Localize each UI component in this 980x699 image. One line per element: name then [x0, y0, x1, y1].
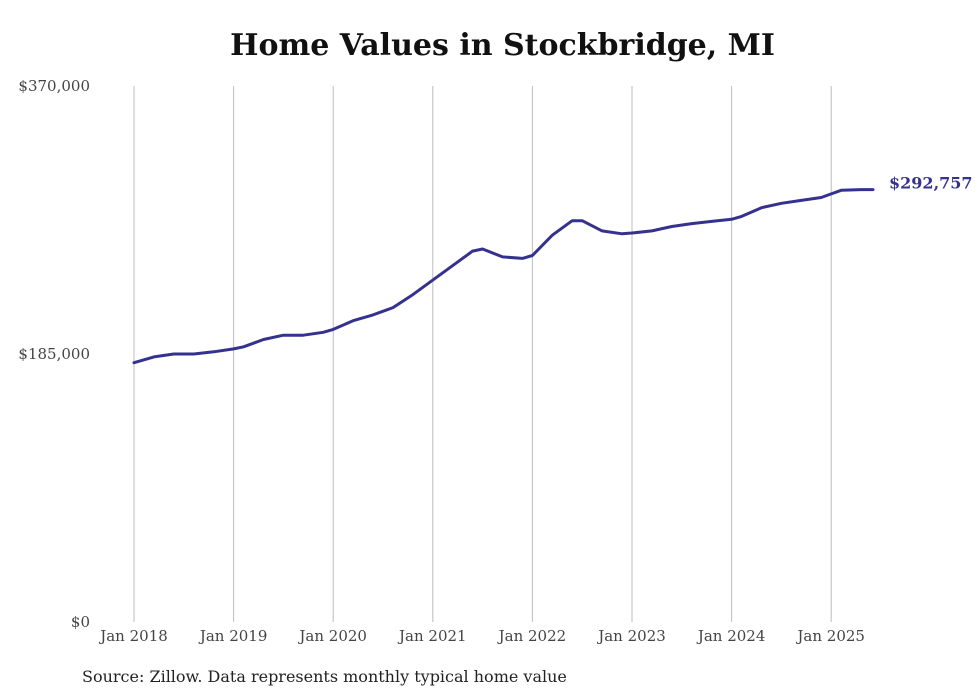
x-tick-label: Jan 2023 — [596, 627, 666, 645]
x-tick-label: Jan 2019 — [198, 627, 268, 645]
gridlines — [133, 86, 832, 622]
x-tick-label: Jan 2024 — [696, 627, 766, 645]
y-tick-label: $185,000 — [18, 345, 90, 363]
chart-title: Home Values in Stockbridge, MI — [230, 28, 775, 63]
source-note: Source: Zillow. Data represents monthly … — [82, 667, 567, 686]
series-layer: $292,757 — [132, 174, 973, 365]
x-axis: Jan 2018 Jan 2019 Jan 2020 Jan 2021 Jan 2022… — [98, 627, 865, 645]
x-tick-label: Jan 2025 — [795, 627, 865, 645]
x-tick-label: Jan 2021 — [397, 627, 467, 645]
x-tick-label: Jan 2020 — [297, 627, 367, 645]
y-axis: $0 $185,000 $370,000 — [18, 77, 90, 631]
y-tick-label: $0 — [71, 613, 90, 631]
y-tick-label: $370,000 — [18, 77, 90, 95]
series-line — [132, 188, 875, 365]
x-tick-label: Jan 2018 — [98, 627, 168, 645]
x-tick-label: Jan 2022 — [497, 627, 567, 645]
line-chart: $0$185,000$370,000 Jan 2018 Jan 2019 Jan 2… — [18, 77, 973, 645]
end-value-label: $292,757 — [889, 174, 973, 193]
